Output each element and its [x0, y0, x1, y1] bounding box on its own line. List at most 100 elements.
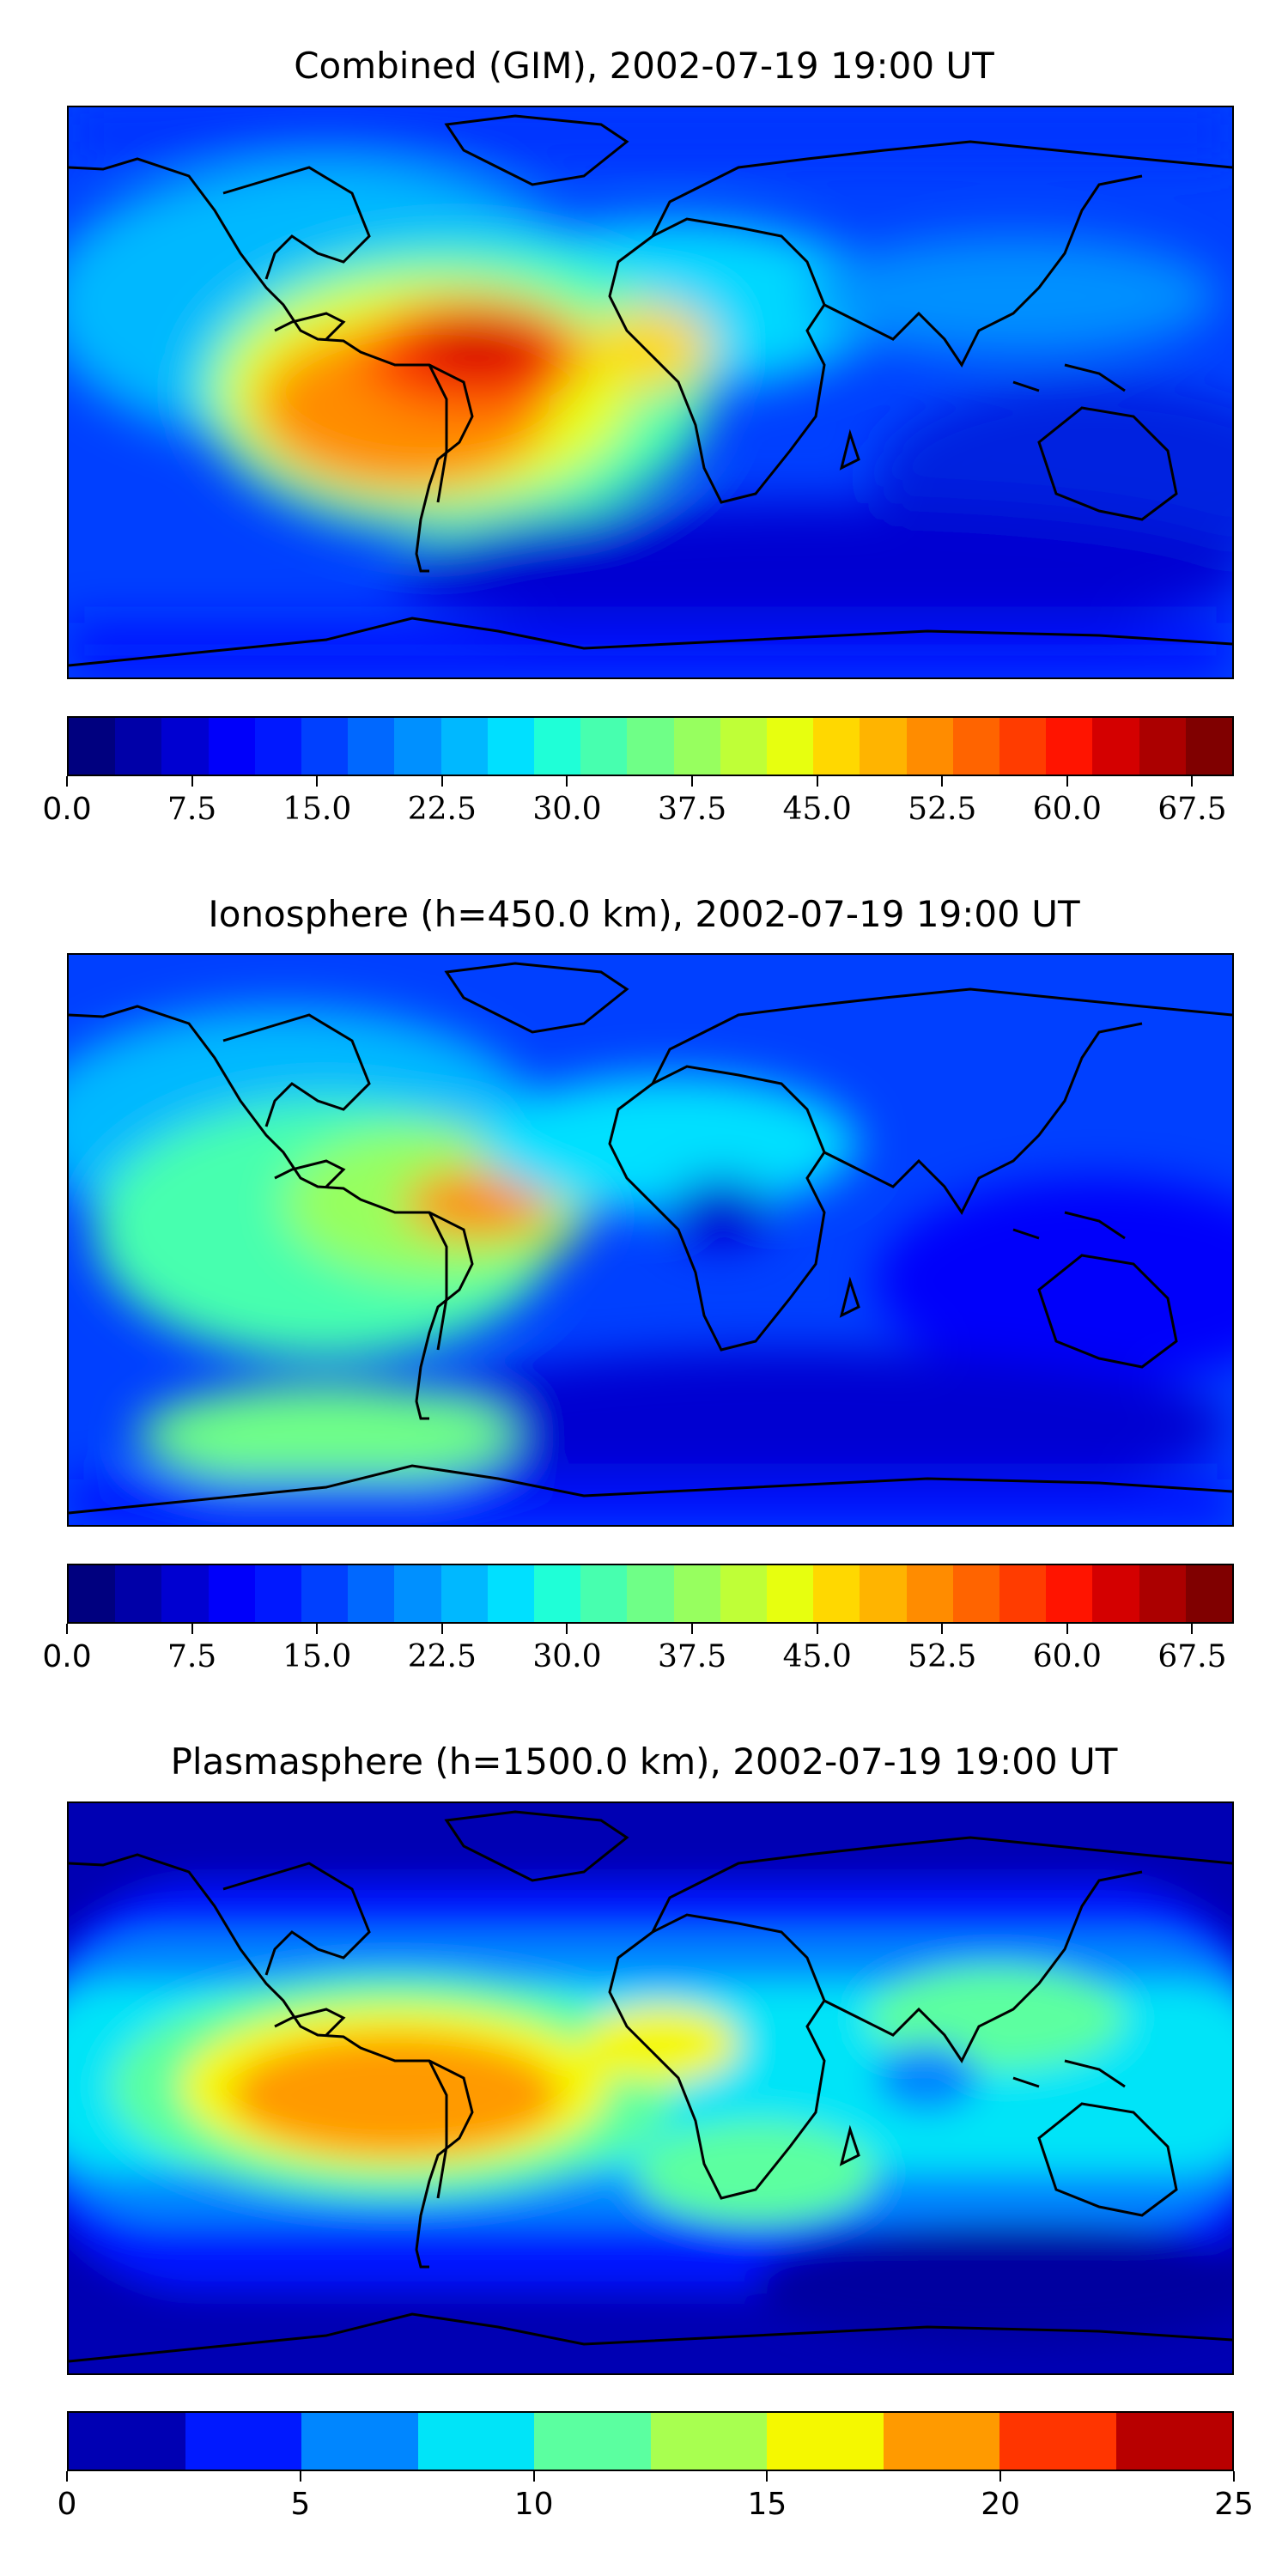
colorbar-tick [440, 776, 443, 787]
colorbar-segment [999, 1565, 1047, 1622]
panel-2-colorbar [67, 1564, 1234, 1624]
colorbar-tick-label: 7.5 [167, 792, 217, 827]
colorbar-segment [952, 1565, 1000, 1622]
colorbar-segment [580, 718, 628, 775]
colorbar-tick [691, 1624, 694, 1634]
colorbar-segment [650, 2413, 767, 2470]
colorbar-tick-label: 5 [290, 2487, 311, 2522]
colorbar-tick-label: 37.5 [657, 1639, 727, 1674]
colorbar-tick-label: 22.5 [407, 792, 477, 827]
panel-3-colorbar-ticks: 0 5 10 15 20 25 [58, 2471, 1254, 2523]
panel-2-tec-map [67, 953, 1234, 1527]
colorbar-tick-label: 22.5 [407, 1639, 477, 1674]
colorbar-tick-label: 30.0 [532, 792, 602, 827]
colorbar-segment [952, 718, 1000, 775]
colorbar-segment [115, 1565, 162, 1622]
colorbar-segment [394, 1565, 441, 1622]
colorbar-tick [1066, 776, 1068, 787]
colorbar-segment [1139, 718, 1186, 775]
colorbar-segment [883, 2413, 999, 2470]
panel-3-coastlines [69, 1810, 1232, 2363]
colorbar-segment [487, 1565, 535, 1622]
colorbar-tick [766, 2471, 769, 2482]
colorbar-tick-label: 7.5 [167, 1639, 217, 1674]
colorbar-segment [767, 1565, 814, 1622]
colorbar-segment [161, 718, 209, 775]
colorbar-segment [394, 718, 441, 775]
colorbar-segment [999, 718, 1047, 775]
colorbar-segment [813, 1565, 860, 1622]
colorbar-tick [66, 1624, 68, 1634]
colorbar-tick-label: 67.5 [1157, 1639, 1227, 1674]
colorbar-segment [301, 1565, 349, 1622]
colorbar-tick [816, 776, 818, 787]
colorbar-segment [185, 2413, 301, 2470]
colorbar-segment [69, 1565, 116, 1622]
panel-1-colorbar-ticks: 0.0 7.5 15.0 22.5 30.0 37.5 45.0 52.5 60.0 67.5 [42, 776, 1234, 828]
colorbar-segment [208, 718, 255, 775]
colorbar-segment [720, 1565, 768, 1622]
colorbar-segment [720, 718, 768, 775]
colorbar-tick [1066, 1624, 1068, 1634]
colorbar-segment [115, 718, 162, 775]
colorbar-segment [1092, 718, 1139, 775]
colorbar-tick [941, 1624, 944, 1634]
colorbar-segment [627, 1565, 674, 1622]
colorbar-tick-label: 0 [57, 2487, 77, 2522]
colorbar-segment [301, 2413, 418, 2470]
colorbar-segment [860, 1565, 907, 1622]
colorbar-tick-label: 60.0 [1032, 1639, 1102, 1674]
colorbar-tick [191, 1624, 193, 1634]
colorbar-segment [534, 718, 581, 775]
colorbar-tick-label: 15.0 [283, 1639, 352, 1674]
panel-1-colorbar [67, 716, 1234, 776]
colorbar-tick [66, 2471, 68, 2482]
panel-1-tec-map [67, 106, 1234, 679]
colorbar-segment [534, 1565, 581, 1622]
colorbar-tick [532, 2471, 535, 2482]
colorbar-tick [1191, 776, 1194, 787]
colorbar-segment [999, 2413, 1116, 2470]
colorbar-segment [1115, 2413, 1232, 2470]
colorbar-tick-label: 20 [981, 2487, 1021, 2522]
colorbar-segment [767, 2413, 884, 2470]
colorbar-tick [191, 776, 193, 787]
colorbar-segment [673, 718, 720, 775]
panel-3-title: Plasmasphere (h=1500.0 km), 2002-07-19 1… [170, 1741, 1118, 1783]
colorbar-tick-label: 45.0 [782, 792, 852, 827]
panel-1-coastlines [69, 114, 1232, 667]
colorbar-tick-label: 45.0 [782, 1639, 852, 1674]
colorbar-tick-label: 30.0 [532, 1639, 602, 1674]
colorbar-segment [813, 718, 860, 775]
colorbar-tick-label: 0.0 [42, 792, 92, 827]
colorbar-segment [1046, 718, 1093, 775]
colorbar-tick-label: 37.5 [657, 792, 727, 827]
colorbar-tick [566, 776, 568, 787]
colorbar-tick-label: 60.0 [1032, 792, 1102, 827]
colorbar-tick-label: 10 [513, 2487, 554, 2522]
panel-2-coastlines [69, 962, 1232, 1515]
colorbar-tick-label: 25 [1214, 2487, 1254, 2522]
colorbar-segment [69, 2413, 185, 2470]
panel-2-title: Ionosphere (h=450.0 km), 2002-07-19 19:0… [208, 893, 1080, 935]
colorbar-segment [254, 1565, 302, 1622]
colorbar-tick [1191, 1624, 1194, 1634]
panel-1-title: Combined (GIM), 2002-07-19 19:00 UT [294, 45, 994, 87]
colorbar-tick [66, 776, 68, 787]
colorbar-tick-label: 0.0 [42, 1639, 92, 1674]
colorbar-tick [1233, 2471, 1235, 2482]
colorbar-segment [860, 718, 907, 775]
colorbar-segment [487, 718, 535, 775]
colorbar-tick-label: 67.5 [1157, 792, 1227, 827]
colorbar-segment [1092, 1565, 1139, 1622]
panel-3-tec-map [67, 1801, 1234, 2375]
colorbar-tick [941, 776, 944, 787]
colorbar-segment [1046, 1565, 1093, 1622]
colorbar-segment [767, 718, 814, 775]
colorbar-tick [440, 1624, 443, 1634]
colorbar-segment [417, 2413, 534, 2470]
colorbar-segment [440, 1565, 488, 1622]
colorbar-segment [627, 718, 674, 775]
colorbar-tick [299, 2471, 301, 2482]
colorbar-tick-label: 52.5 [908, 1639, 977, 1674]
